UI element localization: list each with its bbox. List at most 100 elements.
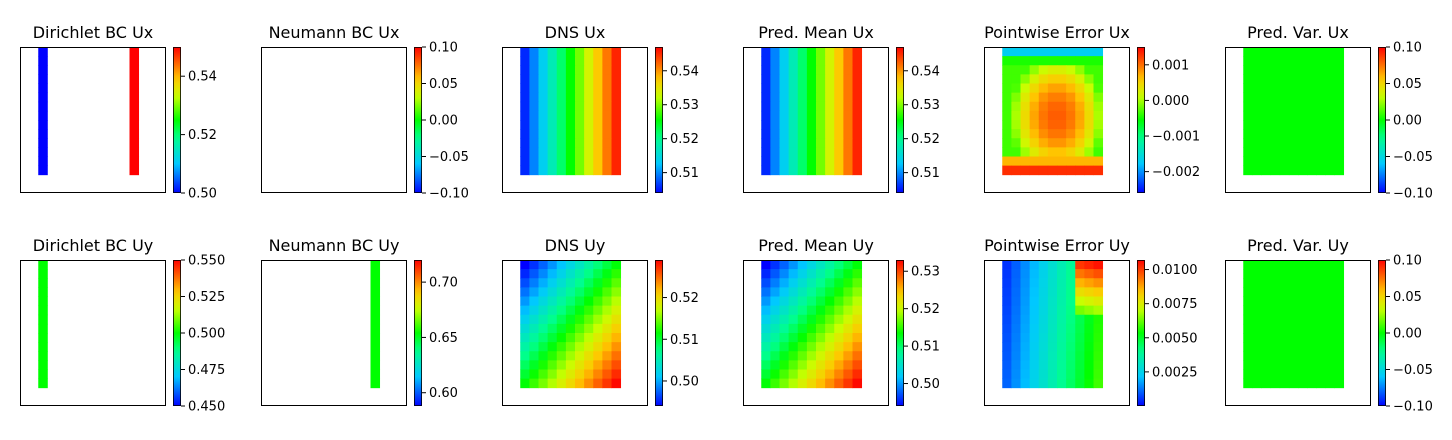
heatmap-cell	[1047, 305, 1058, 316]
heatmap-cell	[1029, 83, 1040, 94]
heatmap-cell	[575, 92, 585, 103]
colorbar-tick-label: 0.60	[429, 386, 458, 401]
heatmap-cell	[1243, 378, 1253, 389]
heatmap-cell	[852, 56, 863, 66]
heatmap-cell	[1316, 92, 1326, 103]
colorbar-tick-label: 0.70	[429, 276, 458, 291]
heatmap-cell	[1057, 138, 1067, 148]
subplot-6: Pred. Var. Ux 0.10 0.05 0.00 −0.05 −0.10	[1225, 23, 1433, 202]
heatmap-cell	[1057, 83, 1067, 94]
heatmap-cell	[520, 65, 530, 75]
heatmap-cell	[1252, 120, 1262, 130]
heatmap-cell	[1252, 47, 1262, 57]
heatmap-cell	[584, 47, 594, 57]
heatmap-cell	[1298, 260, 1308, 270]
heatmap-cell	[602, 342, 612, 352]
colorbar	[1137, 260, 1145, 406]
heatmap-cell	[611, 378, 622, 389]
heatmap-cell	[1020, 287, 1031, 297]
colorbar-tick-label: 0.65	[429, 331, 458, 346]
heatmap-cell	[584, 260, 594, 270]
heatmap-cell	[1298, 269, 1308, 279]
colorbar-tick-label: 0.52	[911, 302, 940, 317]
heatmap-cell	[1038, 360, 1049, 370]
heatmap-cell	[1038, 156, 1049, 167]
heatmap-cell	[1084, 260, 1094, 270]
heatmap-cell	[1316, 314, 1326, 325]
heatmap-cell	[1270, 278, 1281, 288]
heatmap-cell	[779, 351, 790, 361]
heatmap-cell	[1057, 165, 1067, 176]
heatmap-cell	[1020, 342, 1031, 352]
heatmap-cell	[797, 92, 808, 103]
heatmap-cell	[770, 314, 780, 325]
heatmap-cell	[1002, 129, 1012, 139]
heatmap-cell	[834, 110, 844, 121]
heatmap-cell	[556, 269, 567, 279]
heatmap-cell	[1029, 165, 1040, 176]
heatmap-cell	[1279, 83, 1290, 94]
heatmap-cell	[1066, 378, 1076, 389]
colorbar	[1378, 260, 1386, 406]
heatmap-cell	[547, 120, 558, 130]
heatmap-cell	[1011, 92, 1021, 103]
heatmap-cell	[1334, 138, 1345, 148]
heatmap-cell	[761, 369, 771, 380]
heatmap-cell	[565, 260, 576, 270]
heatmap-cell	[575, 165, 585, 176]
heatmap-cell	[788, 101, 799, 112]
heatmap-cell	[593, 323, 603, 334]
heatmap-cell	[1020, 323, 1031, 334]
axes-frame	[984, 260, 1130, 406]
heatmap-cell	[529, 351, 539, 361]
heatmap-cell	[1279, 360, 1290, 370]
heatmap-cell	[1279, 305, 1290, 316]
heatmap-cell	[1084, 369, 1094, 380]
heatmap-cell	[779, 74, 790, 84]
heatmap-cell	[1011, 314, 1021, 325]
heatmap-cell	[1316, 110, 1326, 121]
heatmap-cell	[1243, 296, 1253, 307]
heatmap-cell	[1075, 323, 1085, 334]
heatmap-cell	[1316, 278, 1326, 288]
heatmap-cell	[556, 147, 567, 157]
heatmap-cell	[788, 65, 799, 75]
heatmap-cell	[825, 360, 835, 370]
heatmap-cell	[547, 269, 558, 279]
heatmap-cell	[1279, 120, 1290, 130]
heatmap-cell	[520, 369, 530, 380]
heatmap-cell	[565, 138, 576, 148]
heatmap-cell	[1316, 83, 1326, 94]
heatmap-cell	[788, 129, 799, 139]
heatmap-cell	[1084, 378, 1094, 389]
heatmap-cell	[761, 165, 771, 176]
heatmap-cell	[779, 101, 790, 112]
heatmap-cell	[1075, 101, 1085, 112]
colorbar-tick-label: 0.53	[670, 98, 699, 113]
heatmap-cell	[1261, 129, 1272, 139]
heatmap-cell	[1084, 147, 1094, 157]
heatmap-cell	[1011, 110, 1021, 121]
colorbar-tick-label: −0.002	[1152, 165, 1200, 180]
heatmap-cell	[1075, 47, 1085, 57]
heatmap-cell	[1029, 314, 1040, 325]
heatmap-cell	[1002, 138, 1012, 148]
heatmap-cell	[834, 74, 844, 84]
heatmap-cell	[834, 333, 844, 343]
heatmap-cell	[1038, 314, 1049, 325]
heatmap-cell	[1261, 369, 1272, 380]
heatmap-cell	[1011, 138, 1021, 148]
heatmap-cell	[1084, 333, 1094, 343]
heatmap-cell	[761, 156, 771, 167]
heatmap-cell	[1316, 120, 1326, 130]
subplot-title: Dirichlet BC Ux	[33, 23, 154, 42]
heatmap-cell	[788, 287, 799, 297]
heatmap-cell	[834, 296, 844, 307]
heatmap-cell	[611, 278, 622, 288]
heatmap-cell	[38, 360, 48, 370]
heatmap-cell	[593, 165, 603, 176]
heatmap-cell	[761, 56, 771, 66]
heatmap-cell	[556, 333, 567, 343]
heatmap-cell	[520, 47, 530, 57]
heatmap-cell	[547, 129, 558, 139]
